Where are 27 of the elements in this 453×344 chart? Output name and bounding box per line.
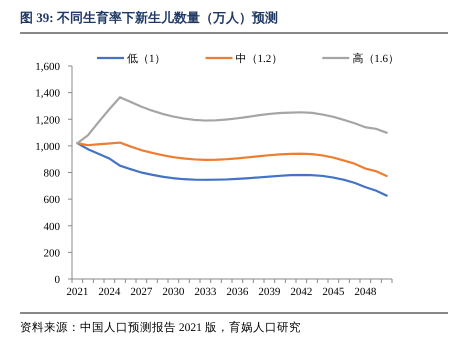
x-tick-label: 2024 xyxy=(98,286,121,298)
y-tick-label: 600 xyxy=(44,194,60,206)
y-tick-label: 200 xyxy=(44,247,60,260)
line-series xyxy=(76,141,388,178)
x-tick-label: 2036 xyxy=(226,286,249,298)
y-tick-label: 400 xyxy=(44,220,60,233)
x-tick-label: 2042 xyxy=(290,286,312,298)
legend-label: 高（1.6） xyxy=(352,52,399,65)
y-tick-label: 1,000 xyxy=(35,140,60,153)
y-tick-label: 800 xyxy=(44,168,60,180)
text: 资料来源：中国人口预测报告 2021 版，育娲人口研究 xyxy=(20,320,301,334)
legend-label: 低（1） xyxy=(127,53,166,65)
x-tick-label: 2048 xyxy=(354,286,377,298)
y-tick-label: 0 xyxy=(54,274,60,286)
x-tick-label: 2021 xyxy=(66,286,88,298)
x-tick-label: 2027 xyxy=(130,286,153,298)
x-tick-label: 2045 xyxy=(322,286,345,298)
x-tick-label: 2033 xyxy=(194,286,217,298)
legend-label: 中（1.2） xyxy=(236,52,282,65)
chart-title: 图 39: 不同生育率下新生儿数量（万人）预测 xyxy=(20,10,278,25)
line-series xyxy=(76,142,388,197)
x-tick-label: 2039 xyxy=(258,286,281,298)
y-tick-label: 1,200 xyxy=(35,114,60,126)
x-tick-label: 2030 xyxy=(162,286,185,298)
y-tick-label: 1,400 xyxy=(35,88,60,100)
y-tick-label: 1,600 xyxy=(35,61,60,73)
line-series xyxy=(76,96,388,144)
